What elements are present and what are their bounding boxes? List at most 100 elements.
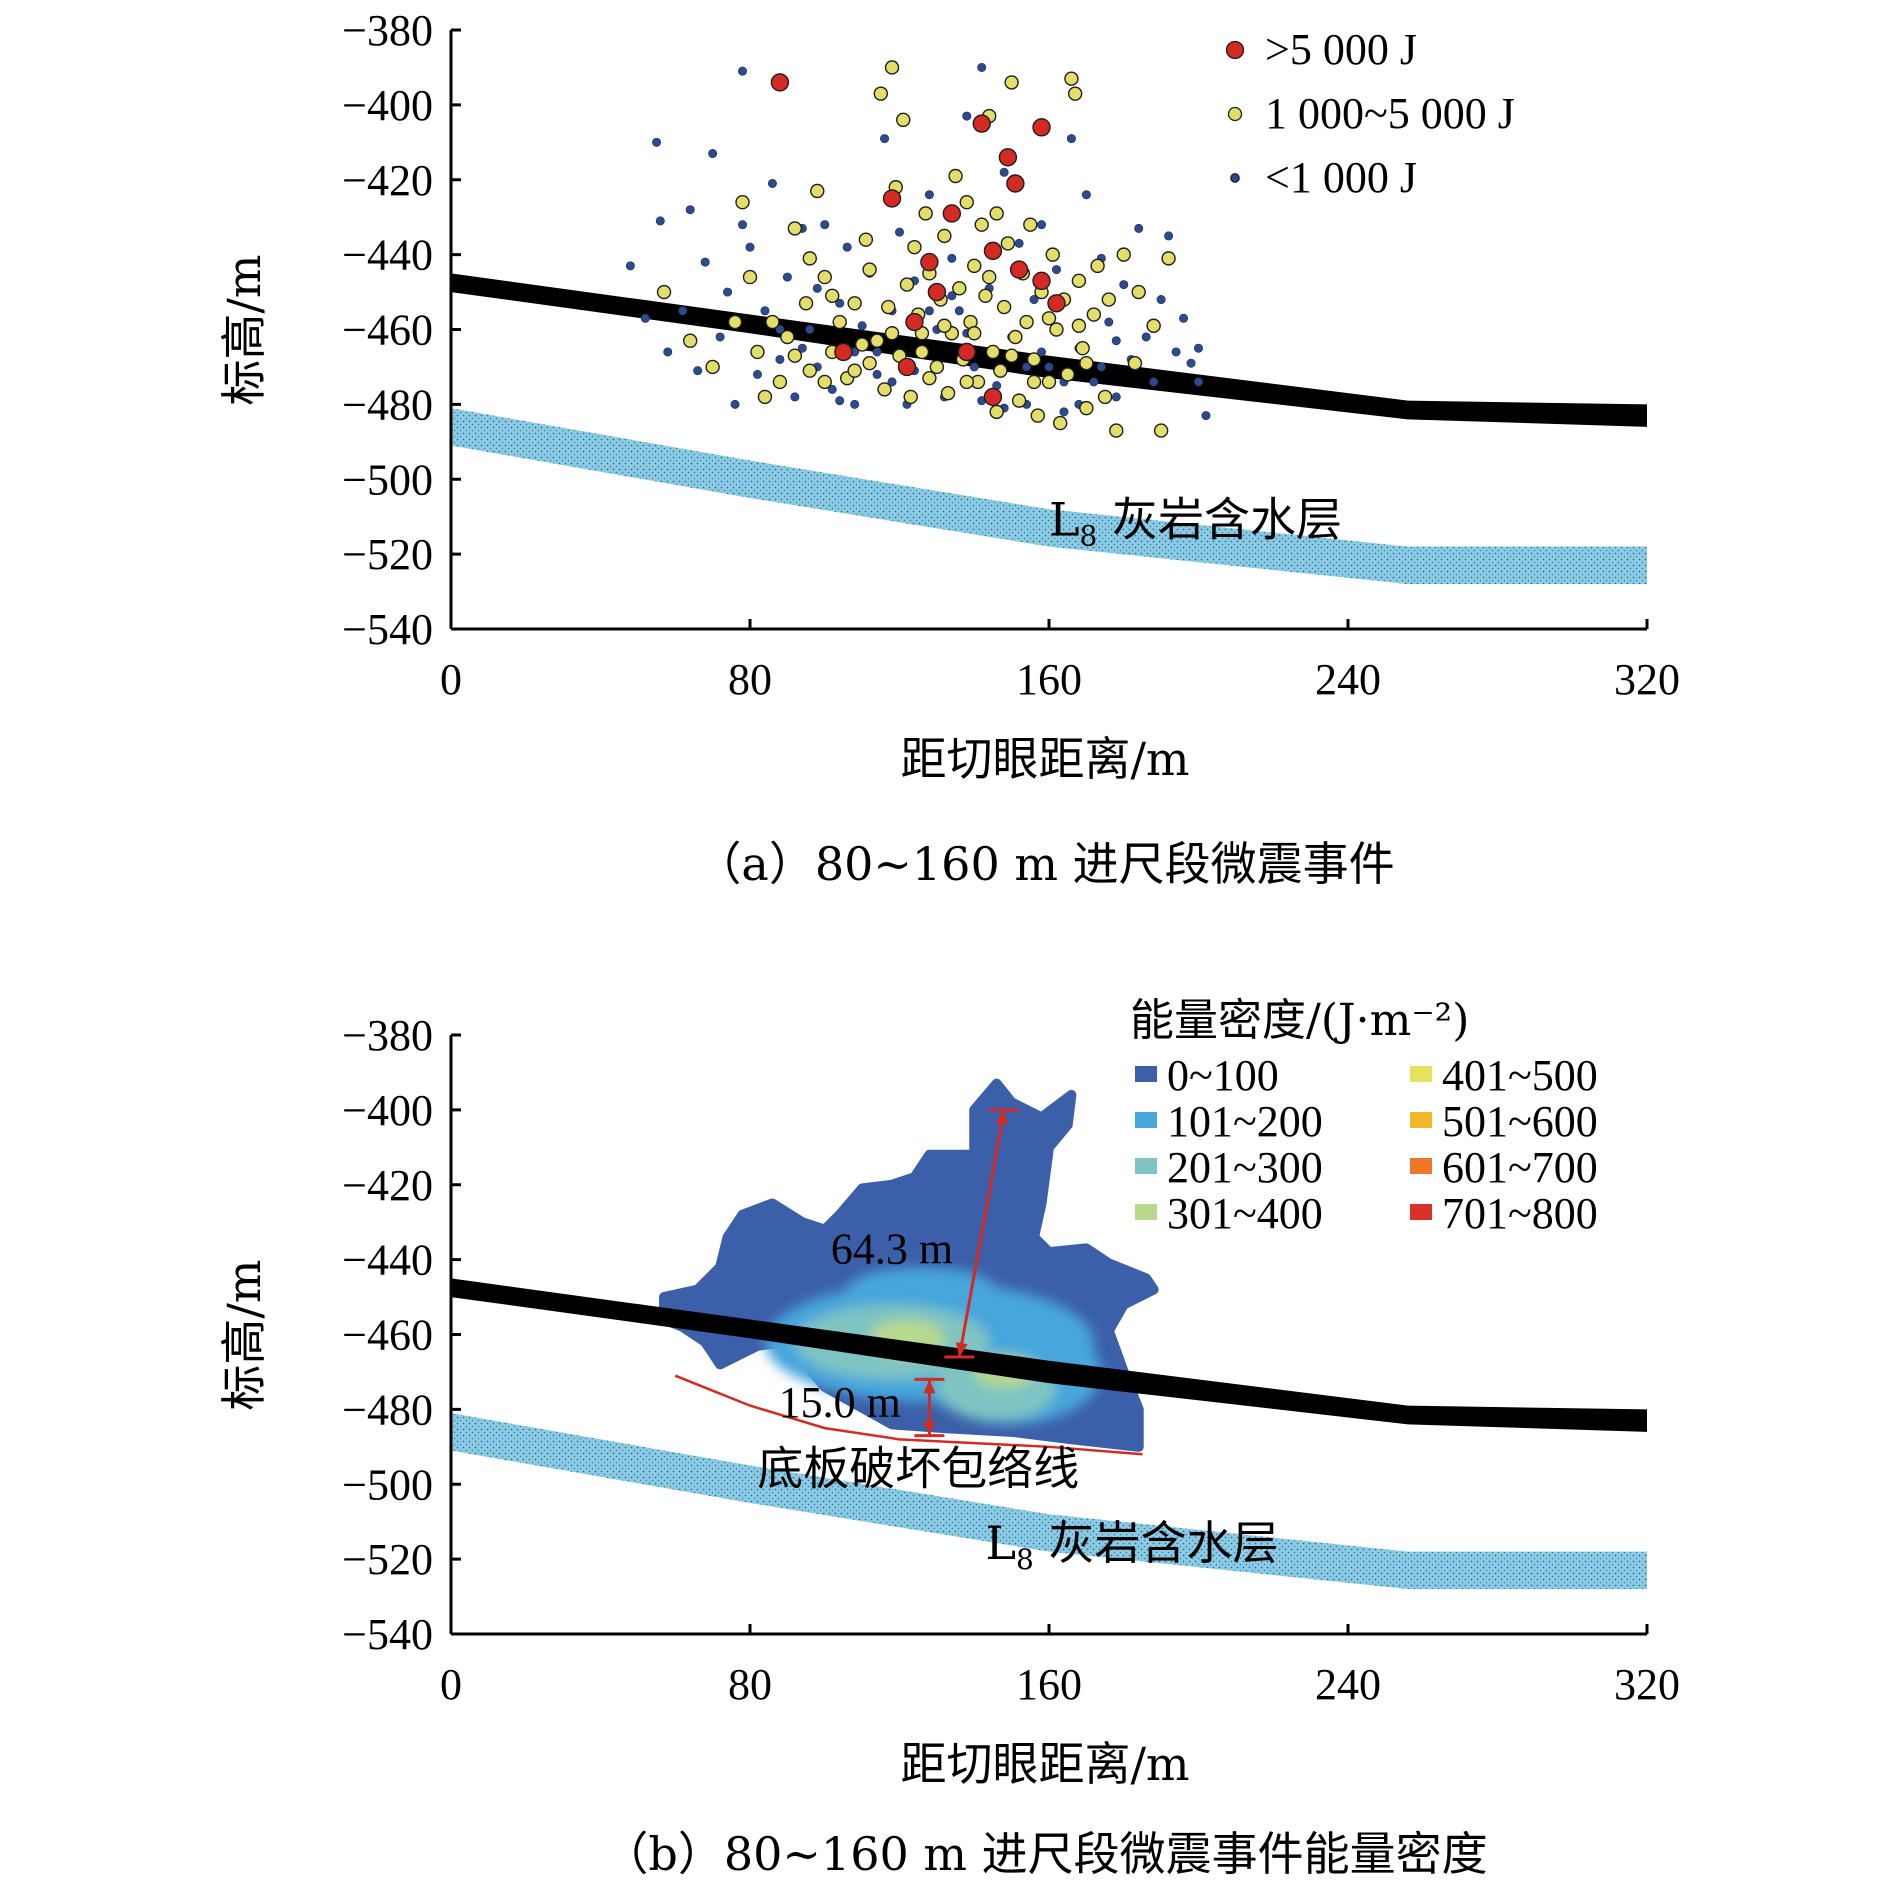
event-point-mid [899,277,915,292]
event-point-mid [817,374,832,390]
event-point-mid [993,363,1008,378]
event-point-low [790,392,800,402]
x-tick-label: 80 [728,1660,772,1709]
event-point-low [1194,377,1204,387]
legend-label-5: 501~600 [1442,1097,1598,1146]
event-point-mid [881,299,896,315]
panel-b-aquifer-layer [451,1413,1647,1590]
legend-label-0: 0~100 [1167,1051,1279,1100]
legend-label-1: 1 000~5 000 J [1265,89,1515,138]
event-point-low [640,313,650,323]
event-point-low [655,216,665,226]
event-point-low [1119,280,1129,290]
x-tick-label: 0 [440,1660,462,1709]
event-point-mid [978,288,993,304]
event-point-mid [1127,355,1143,371]
event-point-mid [1090,258,1105,274]
panel-a-scatter-points [625,60,1211,438]
event-point-high [920,252,939,272]
event-point-mid [1008,329,1023,345]
event-point-high [1032,271,1051,291]
legend-marker-0 [1225,40,1245,60]
panel-b-caption: （b）80~160 m 进尺段微震事件能量密度 [602,1827,1487,1881]
event-point-high [897,357,917,377]
event-point-mid [918,206,933,221]
event-point-low [678,306,688,316]
event-point-low [999,167,1009,177]
x-tick-label: 160 [1016,1660,1082,1709]
event-point-mid [810,183,825,199]
event-point-mid [1079,355,1094,371]
x-tick-label: 320 [1614,655,1680,704]
event-point-low [969,362,979,372]
event-point-low [797,343,807,353]
event-point-mid [862,262,877,277]
y-tick-label: −420 [342,156,433,205]
event-point-mid [967,326,982,341]
measurement-label-0: 64.3 m [831,1224,953,1273]
event-point-low [1037,220,1047,230]
event-point-low [1134,223,1144,233]
y-tick-label: −520 [342,1535,433,1584]
annotation-0: 底板破坏包络线 [757,1441,1079,1495]
event-point-low [752,369,762,379]
floor-failure-envelope-line [674,1374,1143,1456]
event-point-low [760,306,770,316]
event-point-high [983,241,1003,261]
event-point-low [1141,332,1151,342]
event-point-mid [847,363,862,378]
event-point-mid [1053,415,1068,431]
event-point-mid [922,370,937,386]
event-point-mid [1079,400,1094,416]
event-point-mid [1004,75,1019,90]
event-point-low [850,399,860,409]
event-point-low [1014,238,1024,248]
event-point-mid [877,382,892,397]
event-point-high [957,342,976,362]
event-point-mid [1041,311,1057,326]
event-point-mid [1161,251,1176,266]
y-tick-label: −540 [342,605,433,654]
y-tick-label: −540 [342,1610,433,1659]
event-point-low [708,149,718,159]
event-point-low [924,306,934,316]
event-point-mid [742,269,758,285]
event-point-low [894,227,904,237]
event-point-mid [989,404,1004,420]
event-point-high [882,189,902,208]
event-point-mid [847,296,862,311]
legend-swatch-3 [1135,1204,1157,1220]
event-point-low [767,178,777,188]
legend-label-3: 301~400 [1167,1189,1323,1238]
panel-b-annotations: 64.3 m 15.0 m 底板破坏包络线 L8 灰岩含水层 [757,1224,1278,1576]
legend-swatch-0 [1135,1066,1157,1082]
x-tick-label: 0 [440,655,462,704]
event-point-mid [1109,423,1124,438]
event-point-low [872,369,882,379]
legend-label-6: 601~700 [1442,1143,1598,1192]
y-tick-label: −460 [342,306,433,355]
event-point-mid [757,389,773,405]
event-point-mid [937,228,952,244]
event-point-low [827,384,837,394]
event-point-mid [1146,318,1161,333]
panel-b-coal-layer [451,1278,1647,1432]
event-point-mid [802,251,817,266]
event-point-mid [832,314,847,330]
event-point-low [947,291,957,301]
event-point-low [1022,362,1032,372]
y-tick-label: −380 [342,1011,433,1060]
event-point-mid [873,86,889,101]
event-point-mid [884,326,900,341]
panel-b-density-map [659,1078,1159,1452]
y-tick-label: −400 [342,1086,433,1135]
y-tick-label: −500 [342,455,433,504]
event-point-low [947,253,957,263]
event-point-low [954,306,964,316]
event-point-high [770,73,790,92]
event-point-mid [802,363,817,378]
